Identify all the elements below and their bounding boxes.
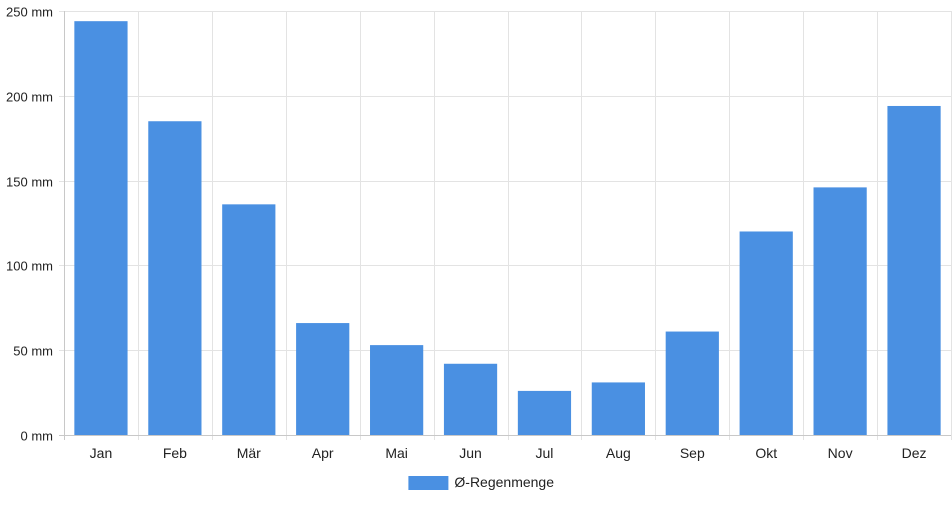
bar-jul[interactable] [517,390,572,435]
x-tick-label: Okt [755,445,777,461]
y-tick-label: 200 mm [6,90,53,105]
x-tick-label: Feb [163,445,187,461]
x-tick-label: Nov [828,445,853,461]
y-tick-label: 0 mm [21,429,54,444]
bar-sep[interactable] [665,331,719,435]
x-tick-label: Jun [459,445,482,461]
legend-swatch [408,476,449,490]
x-tick-label: Aug [606,445,631,461]
x-tick-label: Apr [312,445,334,461]
x-tick-label: Jan [90,445,113,461]
x-tick-label: Mai [385,445,408,461]
bar-aug[interactable] [591,382,645,435]
bar-mär[interactable] [222,204,276,435]
bar-jan[interactable] [74,21,128,436]
y-tick-label: 50 mm [13,344,53,359]
bar-nov[interactable] [813,187,867,435]
bar-feb[interactable] [148,121,202,436]
bar-dez[interactable] [887,105,941,435]
legend-label: Ø-Regenmenge [454,474,554,490]
x-tick-label: Dez [902,445,927,461]
x-tick-label: Mär [237,445,261,461]
bar-apr[interactable] [296,323,350,435]
y-tick-label: 150 mm [6,175,53,190]
y-tick-label: 250 mm [6,5,53,20]
x-tick-label: Sep [680,445,705,461]
bar-mai[interactable] [370,345,424,435]
bar-okt[interactable] [739,231,793,435]
x-tick-label: Jul [536,445,554,461]
y-tick-label: 100 mm [6,259,53,274]
bar-jun[interactable] [443,363,498,435]
